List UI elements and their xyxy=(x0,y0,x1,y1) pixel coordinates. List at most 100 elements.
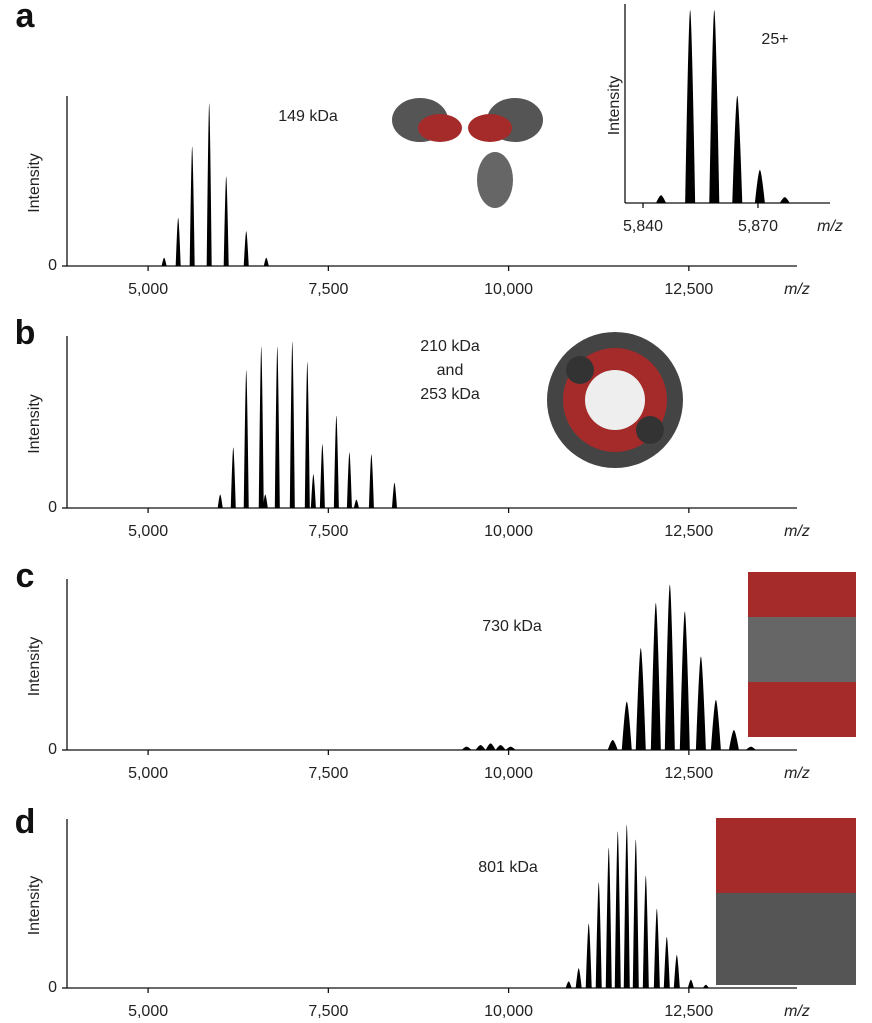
peak xyxy=(728,729,739,750)
x-tick-label: 5,840 xyxy=(623,218,663,235)
peak xyxy=(605,847,612,988)
x-tick-label: 5,870 xyxy=(738,218,778,235)
x-tick-label: 12,500 xyxy=(664,281,713,298)
y-axis-label: Intensity xyxy=(26,876,43,936)
x-tick-label: 7,500 xyxy=(308,1003,348,1020)
protein-structure xyxy=(716,818,856,985)
peak xyxy=(217,494,223,508)
peak xyxy=(710,699,721,750)
y-tick-label: 0 xyxy=(48,257,57,274)
peak xyxy=(368,454,374,508)
peak xyxy=(319,444,325,508)
x-tick-label: 10,000 xyxy=(484,523,533,540)
peak xyxy=(274,346,280,508)
peak xyxy=(607,739,618,750)
peak xyxy=(754,169,765,203)
x-tick-label: 7,500 xyxy=(308,281,348,298)
x-tick-label: 5,000 xyxy=(128,523,168,540)
x-axis-label: m/z xyxy=(784,1003,810,1020)
peak xyxy=(161,257,167,266)
peak xyxy=(575,968,582,988)
peak xyxy=(505,746,516,750)
peak xyxy=(495,744,506,750)
annotation: 253 kDa xyxy=(420,386,480,403)
panel-letter: d xyxy=(15,803,36,841)
annotation: 801 kDa xyxy=(478,859,538,876)
peak xyxy=(223,176,229,266)
peak xyxy=(642,875,649,988)
peak xyxy=(289,341,295,508)
peak xyxy=(346,452,352,508)
x-tick-label: 7,500 xyxy=(308,765,348,782)
peak xyxy=(304,361,310,508)
annotation: 210 kDa xyxy=(420,338,480,355)
protein-structure xyxy=(748,572,856,737)
panel-letter: c xyxy=(16,557,35,595)
x-axis-label: m/z xyxy=(784,765,810,782)
peak xyxy=(687,979,694,988)
peak xyxy=(656,195,667,203)
y-axis-label: Intensity xyxy=(26,153,43,213)
peak xyxy=(461,746,472,750)
peak xyxy=(623,824,630,988)
x-tick-label: 12,500 xyxy=(664,1003,713,1020)
peak xyxy=(230,447,236,508)
annotation: 730 kDa xyxy=(482,618,542,635)
peak xyxy=(243,231,249,266)
annotation: 25+ xyxy=(761,31,788,48)
peak xyxy=(679,611,690,750)
peak xyxy=(635,648,646,750)
x-tick-label: 10,000 xyxy=(484,1003,533,1020)
peak xyxy=(732,95,743,203)
peak xyxy=(685,9,696,204)
protein-structure xyxy=(547,332,683,468)
peak xyxy=(664,584,675,750)
peak xyxy=(621,701,632,750)
peak xyxy=(263,257,269,266)
x-tick-label: 7,500 xyxy=(308,523,348,540)
peak xyxy=(585,923,592,988)
peak xyxy=(485,743,496,750)
peak xyxy=(243,370,249,508)
peak xyxy=(475,744,486,750)
peak xyxy=(653,908,660,988)
panel-letter: b xyxy=(15,314,36,352)
x-axis-label: m/z xyxy=(784,281,810,298)
annotation: 149 kDa xyxy=(278,108,338,125)
peak xyxy=(391,482,397,508)
peak xyxy=(695,656,706,750)
y-tick-label: 0 xyxy=(48,741,57,758)
peak xyxy=(702,984,709,988)
peak xyxy=(565,981,572,988)
x-tick-label: 5,000 xyxy=(128,281,168,298)
x-tick-label: 12,500 xyxy=(664,523,713,540)
peak xyxy=(595,882,602,988)
peak xyxy=(175,217,181,266)
y-tick-label: 0 xyxy=(48,979,57,996)
y-axis-label: Intensity xyxy=(606,76,623,136)
peak xyxy=(673,955,680,988)
peak xyxy=(310,474,316,508)
peak xyxy=(189,146,195,266)
peak xyxy=(663,936,670,988)
peak xyxy=(262,494,268,508)
x-axis-label: m/z xyxy=(784,523,810,540)
y-axis-label: Intensity xyxy=(26,394,43,454)
peak xyxy=(632,839,639,988)
protein-structure xyxy=(392,98,543,208)
peak xyxy=(709,9,720,204)
x-tick-label: 12,500 xyxy=(664,765,713,782)
peak xyxy=(779,197,790,203)
peak xyxy=(206,103,212,266)
peak xyxy=(333,415,339,508)
peak xyxy=(353,499,359,508)
y-tick-label: 0 xyxy=(48,499,57,516)
peak xyxy=(258,346,264,508)
peak xyxy=(650,603,661,750)
panel-letter: a xyxy=(16,0,36,35)
x-tick-label: 10,000 xyxy=(484,765,533,782)
x-tick-label: 5,000 xyxy=(128,765,168,782)
peak xyxy=(614,831,621,988)
x-tick-label: 10,000 xyxy=(484,281,533,298)
